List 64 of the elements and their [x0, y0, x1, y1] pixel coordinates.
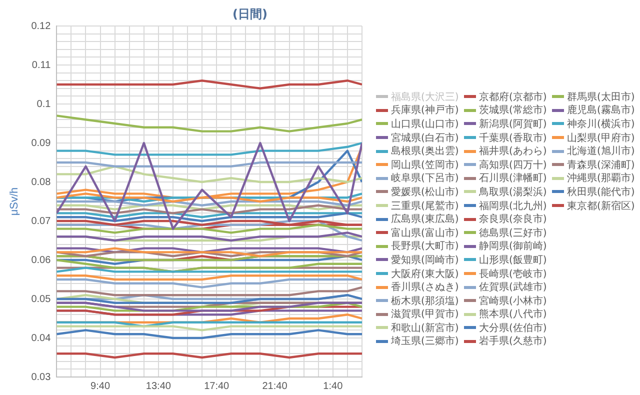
legend-label: 岐阜県(下呂市) — [391, 172, 459, 186]
legend-label: 山口県(山口市) — [391, 118, 459, 131]
legend-label: 石川県(津幡町) — [479, 172, 547, 186]
legend-label: 東京都(新宿区) — [567, 200, 635, 213]
legend-label: 宮城県(白石市) — [391, 132, 459, 145]
legend-label: 熊本県(八代市) — [479, 308, 547, 322]
legend-label: 秋田県(能代市) — [567, 186, 635, 199]
legend-label: 鹿児島(霧島市) — [567, 104, 635, 118]
y-tick-label: 0.11 — [32, 60, 52, 71]
x-tick-label: 9:40 — [90, 380, 110, 392]
legend-label: 佐賀県(武雄市) — [479, 280, 547, 294]
legend-label: 愛媛県(松山市) — [391, 186, 459, 199]
legend-label: 福井県(あわら) — [479, 144, 547, 158]
legend-label: 福島県(大沢三) — [391, 90, 459, 104]
y-tick-label: 0.04 — [31, 332, 52, 344]
y-tick-label: 0.03 — [31, 372, 52, 383]
legend-label: 山梨県(甲府市) — [567, 132, 635, 145]
legend-label: 島根県(奥出雲) — [391, 144, 459, 158]
y-axis-title: μSv/h — [8, 187, 21, 216]
legend-label: 京都府(京都市) — [479, 90, 547, 104]
y-tick-label: 0.08 — [31, 176, 52, 188]
x-tick-label: 1:40 — [323, 380, 344, 392]
legend-label: 北海道(旭川市) — [567, 144, 635, 158]
legend-label: 沖縄県(那覇市) — [567, 172, 635, 186]
legend-label: 大分県(佐伯市) — [479, 322, 547, 335]
legend-label: 山形県(飯豊町) — [479, 254, 547, 267]
legend-label: 千葉県(香取市) — [479, 132, 547, 145]
chart-title: (日間) — [232, 6, 268, 23]
x-tick-label: 21:40 — [262, 380, 288, 392]
legend-label: 大阪府(東大阪) — [391, 268, 459, 281]
legend-label: 長崎県(壱岐市) — [479, 268, 547, 281]
y-tick-label: 0.07 — [31, 216, 52, 227]
y-tick-label: 0.1 — [36, 98, 52, 110]
legend-label: 滋賀県(甲賀市) — [391, 308, 459, 322]
legend-label: 岩手県(久慈市) — [479, 334, 547, 348]
legend-label: 高知県(四万十) — [479, 158, 547, 172]
legend-label: 新潟県(阿賀町) — [479, 118, 547, 131]
legend-label: 兵庫県(神戸市) — [391, 104, 459, 118]
x-tick-label: 13:40 — [146, 380, 172, 392]
legend-label: 長野県(大町市) — [391, 240, 459, 254]
legend-label: 神奈川(横浜市) — [567, 118, 635, 131]
legend-label: 香川県(さぬき) — [391, 280, 459, 294]
legend-label: 鳥取県(湯梨浜) — [479, 186, 547, 199]
legend-label: 富山県(富山市) — [391, 226, 459, 240]
legend-label: 広島県(東広島) — [391, 212, 459, 226]
legend-label: 茨城県(常総市) — [479, 104, 547, 118]
x-tick-label: 17:40 — [204, 380, 230, 392]
legend-label: 栃木県(那須塩) — [391, 294, 459, 308]
legend-label: 和歌山(新宮市) — [391, 322, 459, 335]
legend-label: 岡山県(笠岡市) — [391, 158, 459, 172]
legend-label: 青森県(深浦町) — [567, 158, 635, 172]
legend-label: 愛知県(岡崎市) — [391, 254, 459, 267]
legend-label: 三重県(尾鷲市) — [391, 200, 459, 213]
y-tick-label: 0.12 — [31, 20, 52, 32]
legend-label: 群馬県(太田市) — [567, 90, 635, 104]
legend-label: 埼玉県(三郷市) — [391, 334, 459, 348]
legend-label: 宮崎県(小林市) — [479, 294, 547, 308]
y-tick-label: 0.05 — [31, 294, 52, 305]
y-tick-label: 0.09 — [31, 138, 52, 149]
legend-label: 徳島県(三好市) — [479, 226, 547, 240]
legend-label: 静岡県(御前崎) — [479, 240, 547, 254]
legend-label: 奈良県(奈良市) — [479, 212, 547, 226]
y-tick-label: 0.06 — [31, 254, 52, 266]
legend-label: 福岡県(北九州) — [479, 200, 547, 213]
